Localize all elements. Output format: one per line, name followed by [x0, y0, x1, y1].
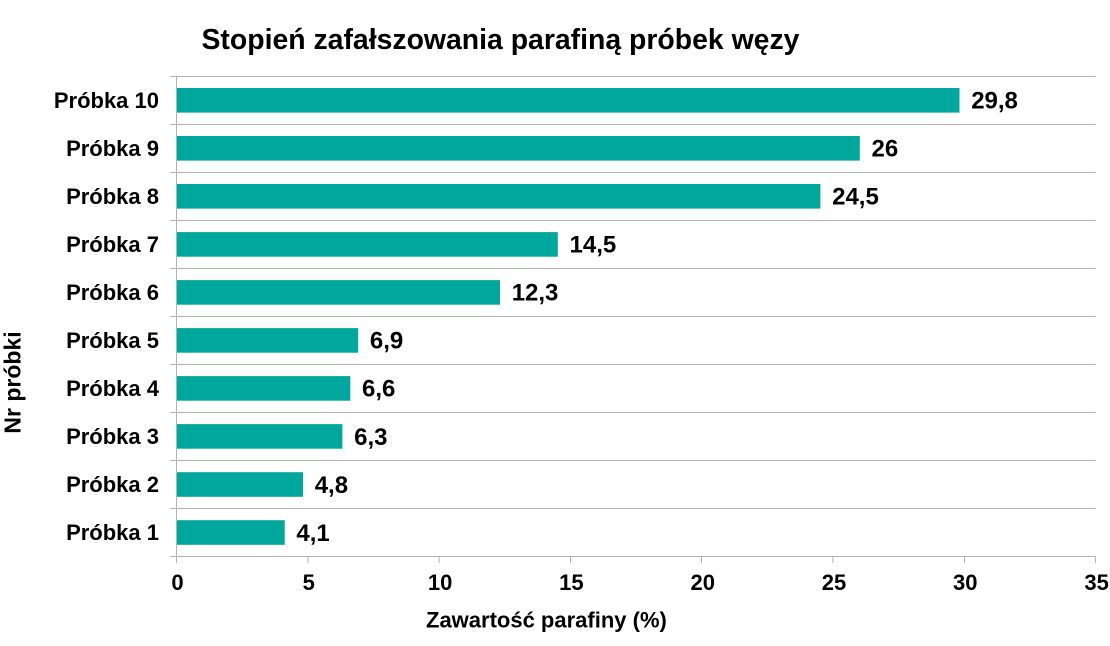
svg-text:Próbka 4: Próbka 4 [66, 376, 160, 401]
svg-text:Stopień zafałszowania parafiną: Stopień zafałszowania parafiną próbek wę… [202, 24, 800, 56]
svg-text:29,8: 29,8 [971, 88, 1018, 115]
svg-text:26: 26 [872, 136, 899, 163]
svg-text:12,3: 12,3 [512, 280, 559, 307]
svg-text:4,8: 4,8 [315, 472, 348, 499]
svg-text:25: 25 [822, 570, 846, 595]
svg-text:Próbka 3: Próbka 3 [66, 424, 159, 449]
svg-text:0: 0 [171, 570, 183, 595]
svg-text:5: 5 [303, 570, 315, 595]
svg-text:24,5: 24,5 [832, 184, 879, 211]
svg-text:6,3: 6,3 [354, 424, 387, 451]
svg-text:Próbka 2: Próbka 2 [66, 472, 159, 497]
svg-text:14,5: 14,5 [570, 232, 617, 259]
svg-text:35: 35 [1084, 570, 1108, 595]
svg-text:15: 15 [559, 570, 583, 595]
svg-text:6,9: 6,9 [370, 328, 403, 355]
svg-text:Próbka 8: Próbka 8 [66, 184, 159, 209]
svg-text:Próbka 9: Próbka 9 [66, 136, 159, 161]
svg-text:Zawartość parafiny (%): Zawartość parafiny (%) [426, 608, 667, 633]
svg-text:4,1: 4,1 [296, 520, 329, 547]
svg-text:Nr próbki: Nr próbki [0, 331, 26, 433]
svg-text:20: 20 [690, 570, 714, 595]
svg-text:Próbka 6: Próbka 6 [66, 280, 159, 305]
svg-text:Próbka 1: Próbka 1 [66, 520, 159, 545]
svg-text:10: 10 [428, 570, 452, 595]
svg-text:Próbka 7: Próbka 7 [66, 232, 159, 257]
svg-text:30: 30 [953, 570, 977, 595]
svg-text:Próbka 5: Próbka 5 [66, 328, 159, 353]
svg-text:6,6: 6,6 [362, 376, 395, 403]
svg-text:Próbka 10: Próbka 10 [54, 88, 159, 113]
